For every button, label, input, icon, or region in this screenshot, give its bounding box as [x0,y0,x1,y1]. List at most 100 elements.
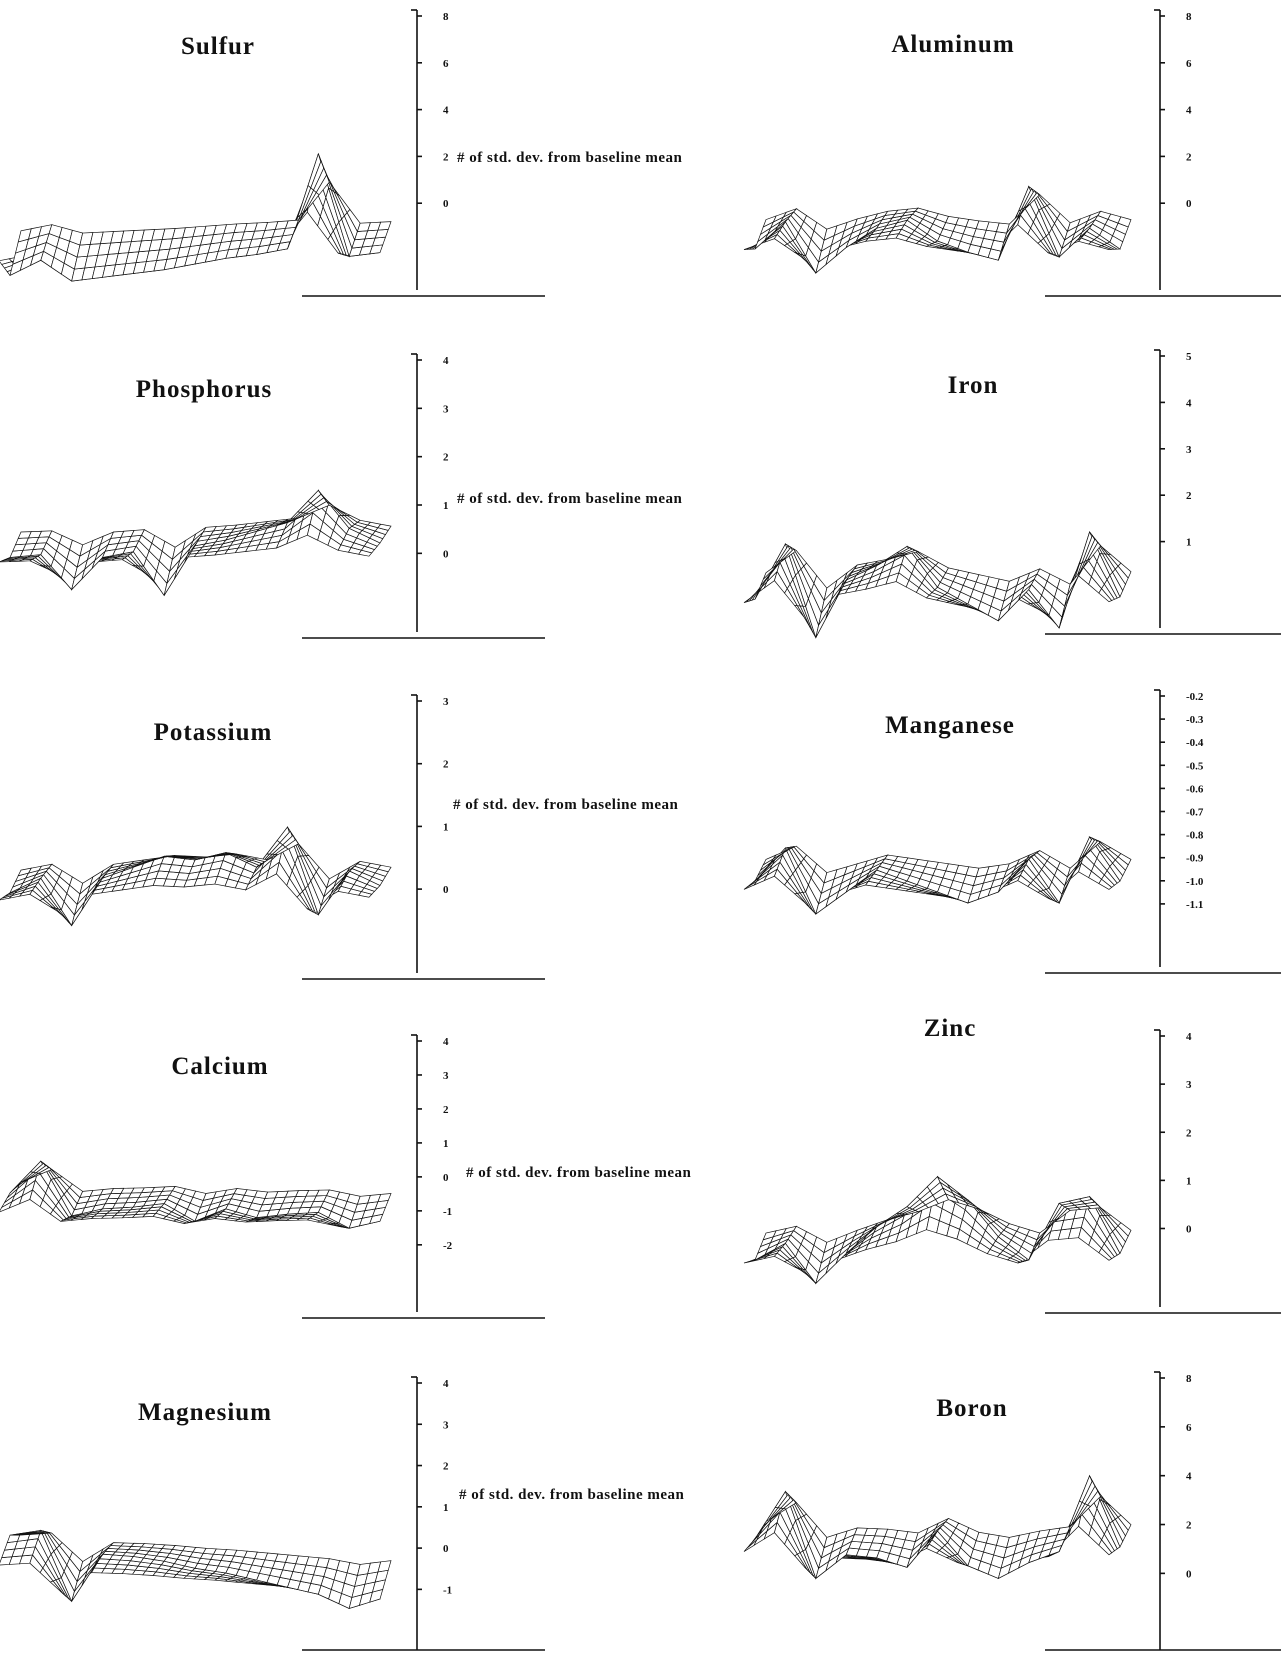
y-tick-label: 4 [1186,397,1192,409]
y-axis-label: # of std. dev. from baseline mean [457,491,683,507]
y-tick-label: 4 [1186,105,1192,117]
y-tick-label: 2 [1186,1520,1192,1532]
panel-title: Iron [948,372,999,399]
y-tick-label: -1 [443,1206,452,1218]
panel-manganese: Manganese -0.2 -0.3 -0.4 -0.5 -0.6 -0.7 -0.8 -0.… [743,689,1281,974]
panel-title: Phosphorus [136,376,272,403]
y-tick-label: 2 [1186,151,1192,163]
y-tick-label: -0.5 [1186,760,1204,772]
panel-aluminum: Aluminum 0 2 4 6 8 [743,9,1281,297]
y-tick-label: 3 [443,1070,449,1082]
surface-mesh [0,152,392,282]
panel-sulfur: Sulfur 0 2 4 6 8 # of std. dev. from baseline … [0,9,683,297]
y-tick-label: -0.6 [1186,783,1204,795]
y-tick-label: 0 [443,548,449,560]
mesh-cell [377,1193,392,1203]
panel-potassium: Potassium 0 1 2 3 # of std. dev. from baselin… [0,694,679,980]
panel-title: Potassium [154,719,273,746]
y-tick-label: -0.2 [1186,691,1204,703]
panel-title: Magnesium [138,1399,272,1426]
y-tick-label: -1.0 [1186,876,1204,888]
y-tick-label: 2 [443,759,449,771]
mesh-cell [1117,853,1132,866]
mesh-cell [1117,1222,1132,1237]
panel-title: Sulfur [181,33,255,60]
y-tick-label: 0 [1186,1224,1192,1236]
y-tick-label: 3 [443,403,449,415]
panel-title: Boron [936,1395,1007,1422]
y-tick-label: 8 [443,11,449,23]
y-tick-label: 8 [1186,1373,1192,1385]
y-tick-label: 1 [1186,1175,1192,1187]
panel-iron: Iron 1 2 3 4 5 [743,349,1281,639]
y-tick-label: 3 [1186,444,1192,456]
y-tick-label: -0.4 [1186,737,1204,749]
panel-calcium: Calcium -2 -1 0 1 2 3 4 # of std. dev. from base… [0,1034,692,1319]
y-tick-label: -0.3 [1186,714,1204,726]
y-tick-label: 1 [1186,537,1192,549]
mesh-cell [377,221,392,231]
surface-mesh [0,825,392,927]
y-tick-label: 4 [443,1378,449,1390]
panel-title: Zinc [924,1015,977,1042]
y-tick-label: 0 [1186,1568,1192,1580]
y-tick-label: 1 [443,1138,449,1150]
y-tick-label: 2 [443,1104,449,1116]
surface-mesh [743,185,1132,274]
y-tick-label: -2 [443,1240,453,1252]
y-tick-label: 4 [443,355,449,367]
panel-title: Calcium [171,1053,268,1080]
y-tick-label: 1 [443,1502,449,1514]
y-tick-label: 4 [1186,1031,1192,1043]
surface-mesh [743,530,1132,639]
y-tick-label: -0.8 [1186,830,1204,842]
panel-title: Manganese [885,712,1015,739]
mesh-cell [1117,562,1132,579]
y-axis-label: # of std. dev. from baseline mean [466,1165,692,1181]
y-axis-label: # of std. dev. from baseline mean [459,1487,685,1503]
y-tick-label: 5 [1186,351,1192,363]
y-tick-label: -1 [443,1584,452,1596]
y-tick-label: 8 [1186,11,1192,23]
y-tick-label: 0 [443,1543,449,1555]
y-tick-label: 0 [443,198,449,210]
y-tick-label: 0 [443,1172,449,1184]
y-tick-label: 6 [1186,1422,1192,1434]
y-axis-label: # of std. dev. from baseline mean [453,797,679,813]
y-tick-label: 0 [1186,198,1192,210]
panel-zinc: Zinc 0 1 2 3 4 [743,1015,1281,1314]
y-tick-label: 1 [443,821,449,833]
y-tick-label: 1 [443,500,449,512]
y-tick-label: 2 [443,452,449,464]
y-tick-label: -1.1 [1186,899,1203,911]
panel-phosphorus: Phosphorus 0 1 2 3 4 # of std. dev. from basel… [0,353,683,639]
y-tick-label: 0 [443,884,449,896]
mesh-cell [1117,216,1132,228]
y-axis-label: # of std. dev. from baseline mean [457,150,683,166]
y-tick-label: -0.7 [1186,807,1204,819]
surface-mesh [0,1160,392,1229]
y-tick-label: -0.9 [1186,853,1204,865]
panel-title: Aluminum [891,31,1014,58]
y-tick-label: 4 [443,105,449,117]
mesh-cell [1117,1514,1132,1531]
surface-mesh [0,489,392,597]
y-tick-label: 3 [443,1419,449,1431]
y-tick-label: 2 [1186,490,1192,502]
mesh-cell [377,523,392,531]
mesh-cell [377,864,392,873]
surface-mesh [743,836,1132,916]
panel-boron: Boron 0 2 4 6 8 [743,1371,1281,1651]
mesh-cell [377,1560,392,1573]
y-tick-label: 2 [443,1461,449,1473]
y-tick-label: 2 [443,151,449,163]
y-tick-label: 4 [1186,1471,1192,1483]
y-tick-label: 3 [1186,1079,1192,1091]
y-tick-label: 2 [1186,1127,1192,1139]
y-tick-label: 3 [443,696,449,708]
surface-mesh [743,1474,1132,1580]
surface-mesh [0,1529,392,1609]
panel-magnesium: Magnesium -1 0 1 2 3 4 # of std. dev. from base… [0,1376,685,1651]
y-tick-label: 6 [1186,58,1192,70]
